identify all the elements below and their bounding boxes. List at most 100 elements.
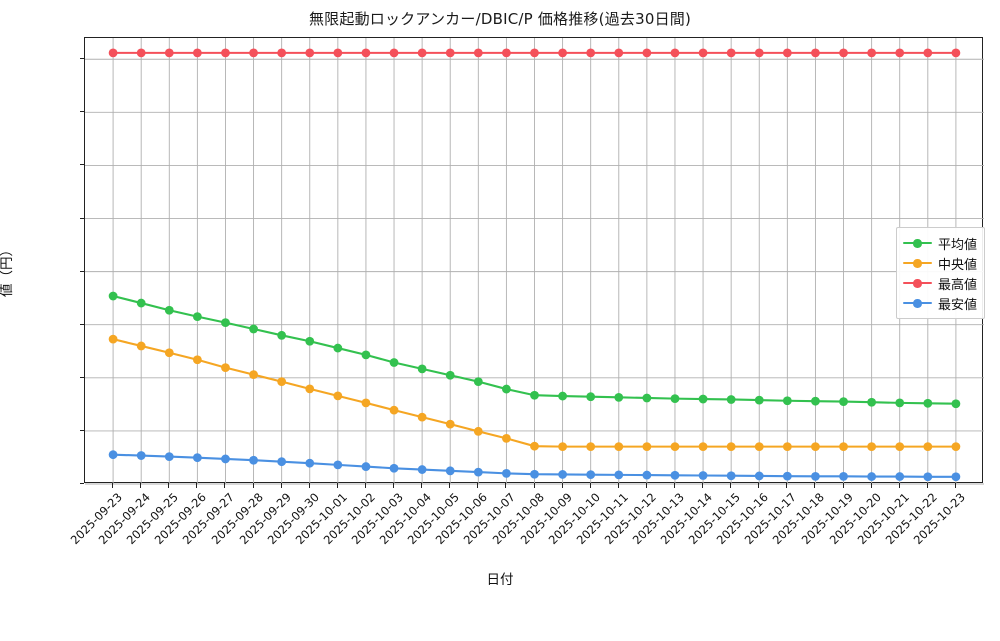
data-point xyxy=(558,391,567,401)
data-point xyxy=(530,441,539,451)
data-point xyxy=(558,470,567,479)
data-point xyxy=(811,471,820,481)
y-tick-mark xyxy=(79,429,84,431)
data-point xyxy=(670,442,680,452)
data-point xyxy=(530,390,539,400)
data-point xyxy=(923,442,933,452)
x-tick-mark xyxy=(814,483,816,488)
x-tick-mark xyxy=(786,483,788,488)
legend-item-2[interactable]: 最高値 xyxy=(903,273,977,293)
data-point xyxy=(417,465,427,474)
data-point xyxy=(305,384,315,394)
data-point xyxy=(333,460,343,470)
x-tick-mark xyxy=(673,483,675,488)
y-tick-mark xyxy=(79,58,84,60)
data-point xyxy=(333,343,343,353)
x-tick-mark xyxy=(758,483,760,488)
chart-legend: 平均値 中央値最高値 最安値 xyxy=(896,227,986,319)
y-tick-mark xyxy=(79,376,84,378)
data-point xyxy=(108,450,118,460)
data-point xyxy=(895,442,905,452)
data-point xyxy=(389,358,399,367)
data-point xyxy=(361,350,371,360)
x-tick-mark xyxy=(730,483,732,488)
x-tick-mark xyxy=(112,483,114,488)
legend-item-1[interactable]: 中央値 xyxy=(903,253,977,273)
data-point xyxy=(136,48,146,58)
x-tick-mark xyxy=(364,483,366,488)
data-point xyxy=(867,397,877,407)
data-point xyxy=(642,48,652,58)
data-point xyxy=(221,318,230,327)
x-tick-mark xyxy=(224,483,226,488)
data-point xyxy=(305,48,315,58)
x-tick-mark xyxy=(926,483,928,488)
data-point xyxy=(614,48,624,58)
data-point xyxy=(530,48,539,58)
data-point xyxy=(249,455,258,465)
legend-swatch-icon xyxy=(903,257,932,269)
legend-label: 平均値 xyxy=(938,237,978,253)
data-point xyxy=(473,467,483,477)
x-tick-mark xyxy=(449,483,451,488)
x-tick-mark xyxy=(393,483,395,488)
x-tick-mark xyxy=(505,483,507,488)
data-point xyxy=(502,48,511,58)
data-point xyxy=(361,48,371,58)
data-point xyxy=(754,395,764,405)
data-point xyxy=(782,396,792,406)
data-point xyxy=(754,48,764,58)
y-tick-mark xyxy=(79,270,84,272)
data-point xyxy=(136,451,146,460)
x-tick-mark xyxy=(336,483,338,488)
data-point xyxy=(502,433,511,443)
x-tick-mark xyxy=(477,483,479,488)
data-point xyxy=(698,442,708,452)
data-point xyxy=(642,470,652,480)
legend-swatch-icon xyxy=(903,297,932,309)
data-point xyxy=(867,472,877,481)
data-point xyxy=(895,398,905,408)
y-tick-mark xyxy=(79,164,84,166)
y-tick-mark xyxy=(79,483,84,484)
data-point xyxy=(389,48,399,58)
data-point xyxy=(473,48,483,58)
series-3 xyxy=(108,450,961,482)
x-tick-mark xyxy=(308,483,310,488)
data-point xyxy=(642,442,652,452)
data-point xyxy=(923,398,933,408)
data-point xyxy=(895,472,905,481)
legend-swatch-icon xyxy=(903,237,932,249)
x-axis-label: 日付 xyxy=(486,572,514,588)
y-axis-ticks: 025050075010001250150017502000 xyxy=(79,37,983,484)
data-point xyxy=(811,48,820,58)
data-point xyxy=(726,395,736,404)
data-point xyxy=(305,336,315,346)
data-point xyxy=(670,48,680,58)
x-tick-mark xyxy=(954,483,956,488)
data-point xyxy=(923,472,933,482)
legend-item-0[interactable]: 平均値 xyxy=(903,233,977,253)
data-point xyxy=(782,471,792,481)
x-tick-mark xyxy=(617,483,619,488)
data-point xyxy=(192,355,202,365)
data-point xyxy=(445,466,455,476)
data-point xyxy=(586,442,596,452)
data-point xyxy=(923,48,933,58)
data-point xyxy=(754,471,764,481)
data-point xyxy=(473,377,483,387)
data-point xyxy=(867,48,877,58)
legend-item-3[interactable]: 最安値 xyxy=(903,293,977,313)
data-point xyxy=(417,48,427,58)
data-point xyxy=(558,442,567,452)
data-point xyxy=(782,442,792,452)
data-point xyxy=(839,471,848,481)
data-point xyxy=(839,397,848,406)
data-point xyxy=(277,457,287,467)
y-tick-mark xyxy=(79,111,84,113)
data-point xyxy=(951,399,961,409)
legend-label: 最高値 xyxy=(938,277,978,293)
data-point xyxy=(192,312,202,322)
data-point xyxy=(895,48,905,58)
data-point xyxy=(164,348,174,358)
